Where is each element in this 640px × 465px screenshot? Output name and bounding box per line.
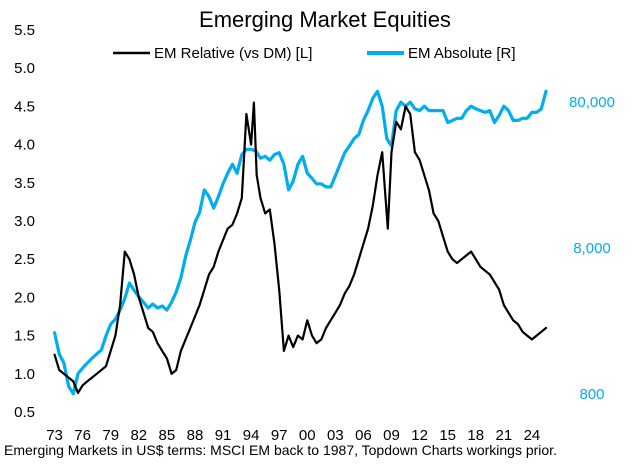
left-tick-label: 3.5 bbox=[14, 175, 35, 192]
x-tick-label: 03 bbox=[327, 427, 344, 444]
left-tick-label: 2.0 bbox=[14, 289, 35, 306]
left-tick-label: 4.5 bbox=[14, 98, 35, 115]
legend: EM Relative (vs DM) [L] EM Absolute [R] bbox=[113, 45, 516, 62]
x-tick-label: 82 bbox=[130, 427, 147, 444]
x-tick-label: 24 bbox=[524, 427, 541, 444]
x-tick-label: 06 bbox=[355, 427, 372, 444]
x-tick-label: 73 bbox=[46, 427, 63, 444]
x-tick-label: 88 bbox=[187, 427, 204, 444]
source-note: Emerging Markets in US$ terms: MSCI EM b… bbox=[4, 442, 557, 458]
left-tick-label: 5.0 bbox=[14, 60, 35, 77]
series-layer bbox=[52, 89, 548, 396]
x-tick-label: 79 bbox=[102, 427, 119, 444]
left-tick-label: 1.0 bbox=[14, 366, 35, 383]
right-tick-label: 8,000 bbox=[573, 240, 611, 257]
x-tick-label: 21 bbox=[495, 427, 512, 444]
left-axis-ticks: 0.5 1.0 1.5 2.0 2.5 3.0 3.5 4.0 4.5 5.0 5.5 bbox=[14, 22, 35, 421]
x-tick-label: 94 bbox=[243, 427, 260, 444]
legend-relative-label: EM Relative (vs DM) [L] bbox=[154, 45, 312, 62]
x-tick-label: 91 bbox=[215, 427, 232, 444]
x-tick-label: 18 bbox=[467, 427, 484, 444]
x-axis-ticks: 73 76 79 82 85 88 91 94 97 00 03 06 09 12 15 18 21 24 bbox=[46, 427, 540, 444]
right-axis-ticks: 800 8,000 80,000 bbox=[569, 94, 615, 403]
x-tick-label: 85 bbox=[159, 427, 176, 444]
x-tick-label: 97 bbox=[271, 427, 288, 444]
left-tick-label: 1.5 bbox=[14, 328, 35, 345]
x-tick-label: 00 bbox=[299, 427, 316, 444]
left-tick-label: 3.0 bbox=[14, 213, 35, 230]
left-tick-label: 0.5 bbox=[14, 404, 35, 421]
right-tick-label: 800 bbox=[579, 386, 604, 403]
legend-absolute-label: EM Absolute [R] bbox=[408, 45, 516, 62]
series-line-em-relative bbox=[53, 101, 548, 394]
x-tick-label: 09 bbox=[383, 427, 400, 444]
x-tick-label: 15 bbox=[439, 427, 456, 444]
left-tick-label: 2.5 bbox=[14, 251, 35, 268]
x-tick-label: 12 bbox=[411, 427, 428, 444]
left-tick-label: 4.0 bbox=[14, 137, 35, 154]
x-tick-label: 76 bbox=[74, 427, 91, 444]
right-tick-label: 80,000 bbox=[569, 94, 615, 111]
left-tick-label: 5.5 bbox=[14, 22, 35, 39]
series-line-em-absolute bbox=[52, 89, 548, 396]
chart-title: Emerging Market Equities bbox=[199, 7, 451, 32]
